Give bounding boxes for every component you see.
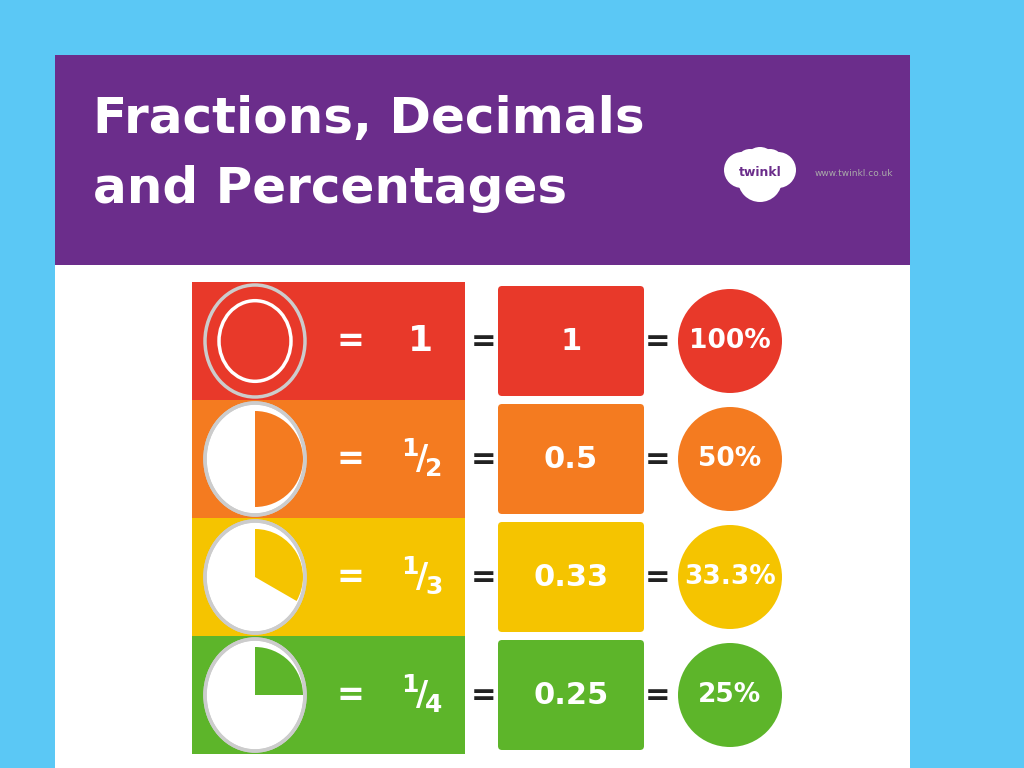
Text: =: = — [471, 680, 497, 710]
Circle shape — [756, 149, 784, 177]
Wedge shape — [255, 529, 303, 601]
FancyBboxPatch shape — [498, 640, 644, 750]
Circle shape — [760, 152, 796, 188]
Text: 1: 1 — [401, 673, 419, 697]
Text: 100%: 100% — [689, 328, 771, 354]
Text: =: = — [471, 445, 497, 474]
Circle shape — [736, 149, 764, 177]
Text: www.twinkl.co.uk: www.twinkl.co.uk — [815, 168, 894, 177]
Text: twinkl: twinkl — [738, 167, 781, 180]
Text: =: = — [336, 678, 364, 711]
Text: 0.25: 0.25 — [534, 680, 608, 710]
Bar — [55, 55, 910, 265]
Bar — [193, 400, 465, 518]
Text: 1: 1 — [401, 437, 419, 461]
Bar — [193, 282, 465, 400]
Text: 1: 1 — [401, 555, 419, 579]
Text: /: / — [416, 678, 428, 711]
Text: =: = — [336, 325, 364, 357]
Text: =: = — [336, 561, 364, 594]
Text: /: / — [416, 442, 428, 475]
Text: 3: 3 — [425, 575, 442, 599]
Ellipse shape — [205, 403, 305, 515]
Text: 0.5: 0.5 — [544, 445, 598, 474]
FancyBboxPatch shape — [498, 286, 644, 396]
Wedge shape — [255, 411, 303, 507]
Text: =: = — [336, 442, 364, 475]
Circle shape — [724, 152, 760, 188]
Text: =: = — [471, 562, 497, 591]
Wedge shape — [255, 647, 303, 695]
Circle shape — [744, 147, 776, 179]
Circle shape — [678, 525, 782, 629]
Ellipse shape — [205, 521, 305, 633]
Text: =: = — [471, 326, 497, 356]
Text: =: = — [645, 326, 671, 356]
Circle shape — [678, 407, 782, 511]
Text: =: = — [645, 445, 671, 474]
Bar — [193, 636, 465, 754]
Text: 2: 2 — [425, 457, 442, 481]
Text: 33.3%: 33.3% — [684, 564, 776, 590]
Text: =: = — [645, 562, 671, 591]
Circle shape — [738, 158, 782, 202]
Text: 25%: 25% — [698, 682, 762, 708]
Text: 0.33: 0.33 — [534, 562, 608, 591]
Bar — [55, 265, 910, 768]
Ellipse shape — [205, 639, 305, 751]
Circle shape — [678, 289, 782, 393]
Text: 50%: 50% — [698, 446, 762, 472]
Text: 1: 1 — [560, 326, 582, 356]
Ellipse shape — [205, 285, 305, 397]
Text: and Percentages: and Percentages — [93, 165, 567, 213]
Circle shape — [678, 643, 782, 747]
FancyBboxPatch shape — [498, 522, 644, 632]
FancyBboxPatch shape — [498, 404, 644, 514]
Text: 1: 1 — [408, 324, 432, 358]
Text: Fractions, Decimals: Fractions, Decimals — [93, 95, 645, 143]
Text: /: / — [416, 561, 428, 594]
Text: 4: 4 — [425, 693, 442, 717]
Bar — [193, 518, 465, 636]
Text: =: = — [645, 680, 671, 710]
